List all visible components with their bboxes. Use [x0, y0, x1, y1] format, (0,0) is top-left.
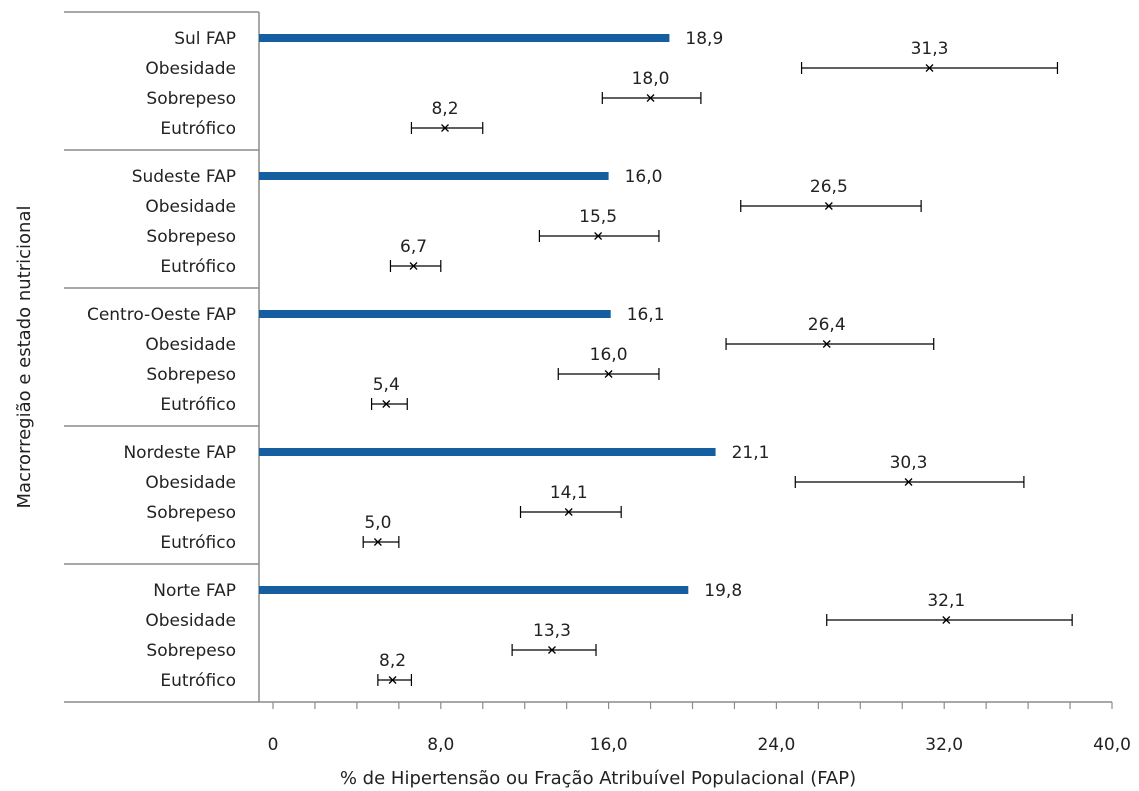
fap-value-label: 16,0 — [625, 167, 663, 187]
fap-value-label: 16,1 — [627, 305, 665, 325]
data-point — [388, 676, 397, 684]
data-point — [441, 124, 449, 132]
data-point — [382, 400, 391, 408]
data-point — [822, 340, 831, 348]
fap-value-label: 21,1 — [732, 443, 770, 463]
category-label: Obesidade — [145, 335, 236, 355]
category-label: Sobrepeso — [146, 641, 236, 661]
category-label: Sobrepeso — [146, 227, 236, 247]
point-value-label: 26,4 — [808, 315, 846, 335]
data-point — [646, 94, 655, 102]
data-point — [824, 202, 833, 210]
y-axis-title: Macrorregião e estado nutricional — [14, 206, 35, 509]
category-label: Eutrófico — [160, 671, 236, 691]
category-label: Sobrepeso — [146, 365, 236, 385]
x-axis-title: % de Hipertensão ou Fração Atribuível Po… — [340, 768, 856, 789]
category-label: Obesidade — [145, 197, 236, 217]
category-label: Nordeste FAP — [123, 443, 236, 463]
data-point — [904, 478, 913, 486]
category-label: Obesidade — [145, 473, 236, 493]
labels-layer: 0 8,0 16,0 24,0 32,0 40,0 % de Hipertensão ou … — [14, 29, 1131, 789]
category-label: Sul FAP — [174, 29, 236, 49]
data-point — [925, 64, 934, 72]
fap-value-label: 19,8 — [704, 581, 742, 601]
point-value-label: 30,3 — [890, 453, 928, 473]
fap-bar — [259, 586, 689, 594]
category-label: Sobrepeso — [146, 503, 236, 523]
point-value-label: 18,0 — [632, 69, 670, 89]
point-value-label: 16,0 — [590, 345, 628, 365]
x-tick-label: 8,0 — [427, 735, 454, 755]
x-tick-label: 40,0 — [1093, 735, 1131, 755]
fap-bar — [259, 448, 716, 456]
point-value-label: 5,4 — [373, 375, 400, 395]
fap-bar — [259, 34, 670, 42]
x-tick-label: 32,0 — [925, 735, 963, 755]
data-point — [548, 646, 556, 654]
point-value-label: 26,5 — [810, 177, 848, 197]
category-label: Eutrófico — [160, 533, 236, 553]
point-value-label: 13,3 — [533, 621, 571, 641]
point-value-label: 32,1 — [927, 591, 965, 611]
data-point — [409, 262, 418, 270]
fap-bar — [259, 310, 611, 318]
data-point — [942, 616, 951, 624]
point-value-label: 5,0 — [364, 513, 391, 533]
x-tick-label: 16,0 — [590, 735, 628, 755]
fap-value-label: 18,9 — [685, 29, 723, 49]
data-point — [594, 232, 603, 240]
category-label: Eutrófico — [160, 395, 236, 415]
point-value-label: 6,7 — [400, 237, 427, 257]
point-value-label: 31,3 — [911, 39, 949, 59]
point-value-label: 8,2 — [431, 99, 458, 119]
category-label: Obesidade — [145, 59, 236, 79]
data-point — [564, 508, 573, 516]
category-label: Obesidade — [145, 611, 236, 631]
category-label: Eutrófico — [160, 119, 236, 139]
data-point — [604, 370, 613, 378]
category-label: Norte FAP — [153, 581, 236, 601]
category-label: Sudeste FAP — [132, 167, 236, 187]
point-value-label: 15,5 — [579, 207, 617, 227]
marks-layer — [259, 34, 1073, 686]
x-tick-label: 24,0 — [757, 735, 795, 755]
category-label: Sobrepeso — [146, 89, 236, 109]
point-value-label: 14,1 — [550, 483, 588, 503]
point-value-label: 8,2 — [379, 651, 406, 671]
fap-bar — [259, 172, 609, 180]
data-point — [373, 538, 382, 546]
x-tick-label: 0 — [268, 735, 279, 755]
category-label: Eutrófico — [160, 257, 236, 277]
category-label: Centro-Oeste FAP — [87, 305, 236, 325]
